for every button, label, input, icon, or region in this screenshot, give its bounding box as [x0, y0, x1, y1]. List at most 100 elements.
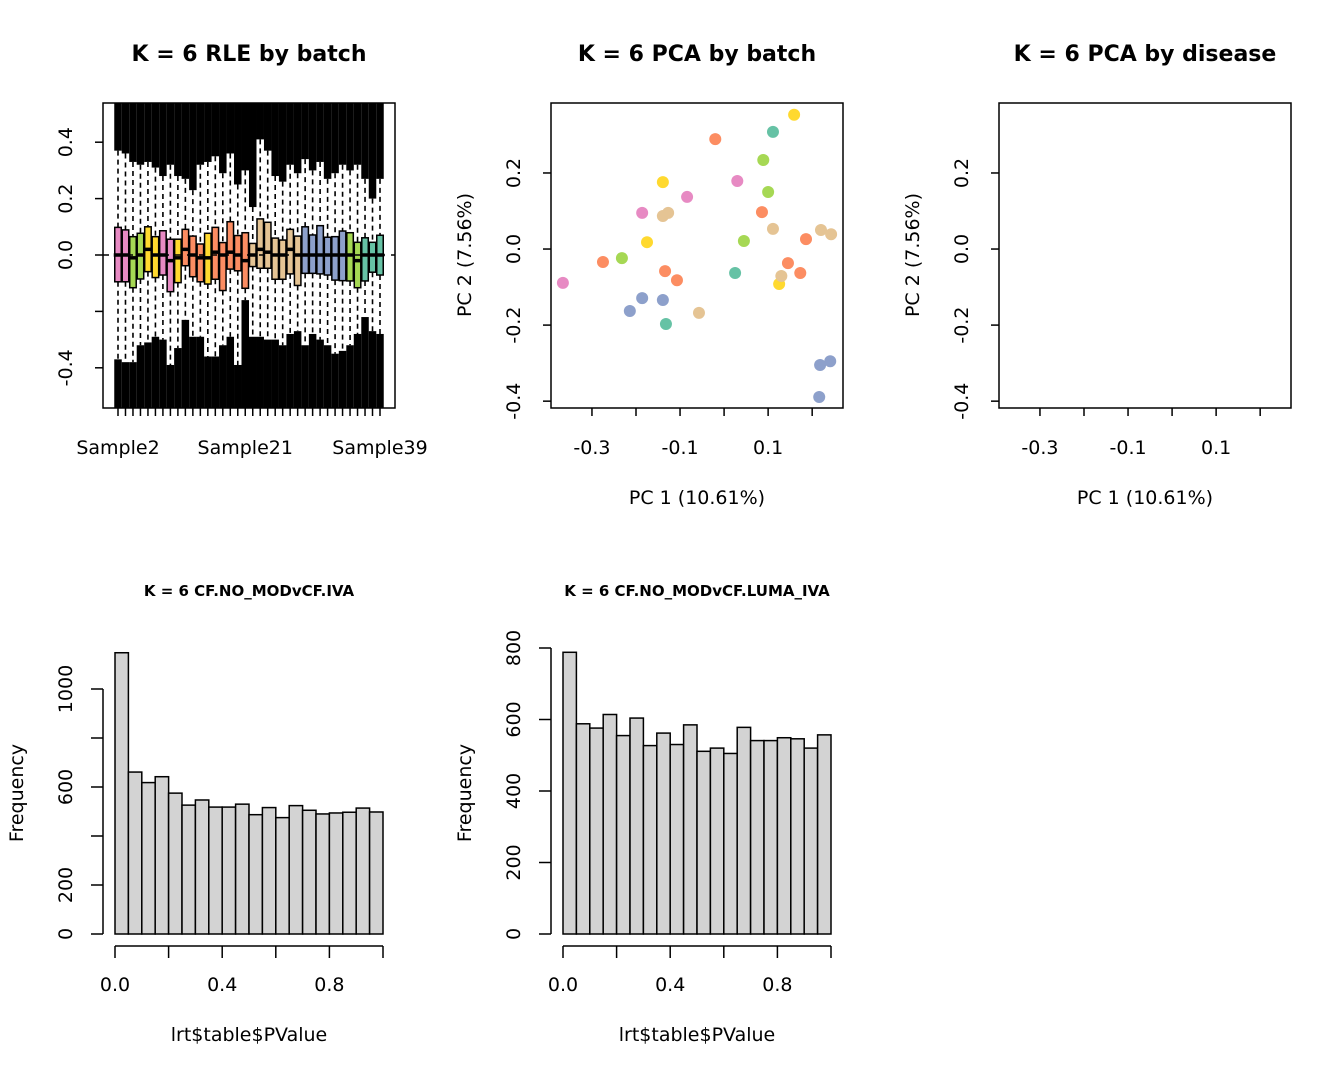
box: [286, 228, 295, 275]
data-point: [662, 206, 675, 219]
box: [256, 218, 265, 270]
x-tick-label: 0.4: [655, 974, 685, 996]
histogram-bar: [736, 726, 752, 935]
box: [158, 229, 167, 276]
y-tick-label: -0.2: [951, 307, 973, 344]
box: [278, 239, 287, 281]
histogram-bar: [669, 743, 685, 935]
chart-title: K = 6 CF.NO_MODvCF.IVA: [144, 582, 355, 600]
pca-disease-panel: [991, 102, 1292, 416]
x-tick-label: -0.1: [662, 437, 699, 459]
data-point: [825, 228, 838, 241]
x-tick-label: 0.4: [207, 974, 237, 996]
y-tick-label: 0.2: [951, 158, 973, 188]
data-point: [641, 236, 654, 249]
rle-box: [181, 103, 190, 408]
histogram-bar: [763, 739, 779, 935]
data-point: [766, 125, 779, 138]
outliers-lower: [226, 336, 235, 408]
outliers-lower: [278, 345, 287, 408]
chart-title: K = 6 RLE by batch: [132, 42, 367, 67]
outliers-upper: [278, 103, 287, 182]
outliers-lower: [316, 339, 324, 408]
outliers-upper: [211, 103, 220, 157]
data-point: [556, 276, 569, 289]
plot-frame: [998, 102, 1292, 409]
rle-box: [158, 103, 168, 408]
outliers-upper: [226, 103, 235, 154]
data-point: [814, 224, 827, 237]
rle-box: [218, 103, 228, 408]
rle-box: [255, 103, 265, 408]
data-point: [755, 206, 768, 219]
box: [196, 243, 205, 283]
x-tick-label: -0.3: [1021, 437, 1058, 459]
outliers-lower: [361, 317, 369, 408]
outliers-upper: [316, 103, 324, 162]
data-point: [709, 133, 722, 146]
x-axis-label: PC 1 (10.61%): [629, 487, 765, 509]
outliers-lower: [353, 333, 362, 408]
histogram-bar: [562, 651, 578, 935]
outliers-lower: [263, 339, 272, 408]
outliers-lower: [181, 319, 190, 408]
histogram-bar: [194, 799, 210, 935]
box: [218, 241, 227, 292]
histogram-bar: [368, 811, 384, 935]
x-axis-label: PC 1 (10.61%): [1077, 487, 1213, 509]
outliers-lower: [301, 345, 309, 408]
outliers-lower: [323, 345, 332, 408]
outliers-lower: [376, 333, 384, 408]
data-point: [659, 317, 672, 330]
outliers-upper: [271, 103, 279, 177]
box: [181, 228, 190, 267]
outliers-upper: [189, 103, 197, 191]
histogram-bar: [127, 771, 143, 935]
data-point: [729, 266, 742, 279]
rle-box: [360, 103, 370, 408]
data-point: [814, 359, 827, 372]
pca-batch-panel: [543, 102, 844, 416]
y-tick-label: 400: [503, 773, 525, 809]
outliers-lower: [151, 336, 160, 408]
y-tick-label: 0: [55, 928, 77, 940]
plot-frame: [550, 102, 844, 409]
data-point: [737, 235, 750, 248]
histogram-bar: [234, 803, 250, 935]
histogram-bar: [615, 734, 631, 935]
box: [173, 238, 182, 284]
y-tick-label: -0.2: [503, 307, 525, 344]
data-point: [794, 266, 807, 279]
outliers-upper: [248, 103, 257, 208]
outliers-lower: [368, 331, 377, 408]
histogram-bar: [723, 752, 738, 935]
outliers-upper: [196, 103, 205, 165]
y-tick-label: 200: [503, 844, 525, 880]
outliers-upper: [368, 103, 377, 199]
box: [151, 235, 160, 279]
outliers-upper: [151, 103, 160, 168]
histogram-panel: [539, 647, 832, 958]
rle-box: [323, 103, 332, 408]
outliers-lower: [346, 345, 354, 408]
data-point: [623, 305, 636, 318]
histogram-bar: [208, 806, 223, 935]
outliers-upper: [114, 103, 122, 151]
outliers-lower: [211, 356, 220, 408]
y-tick-label: 0.2: [503, 158, 525, 188]
box: [226, 220, 235, 270]
rle-box: [353, 103, 362, 408]
outliers-lower: [129, 362, 137, 408]
outliers-lower: [241, 300, 250, 408]
outliers-lower: [234, 364, 242, 408]
y-tick-label: 800: [503, 630, 525, 666]
outliers-upper: [241, 103, 250, 171]
box: [263, 221, 272, 270]
histogram-bar: [682, 724, 698, 935]
outliers-upper: [353, 103, 362, 165]
histogram-bar: [261, 806, 277, 935]
outliers-lower: [256, 336, 264, 408]
outliers-upper: [361, 103, 369, 179]
y-axis-label: PC 2 (7.56%): [902, 193, 924, 317]
outliers-upper: [204, 103, 212, 162]
